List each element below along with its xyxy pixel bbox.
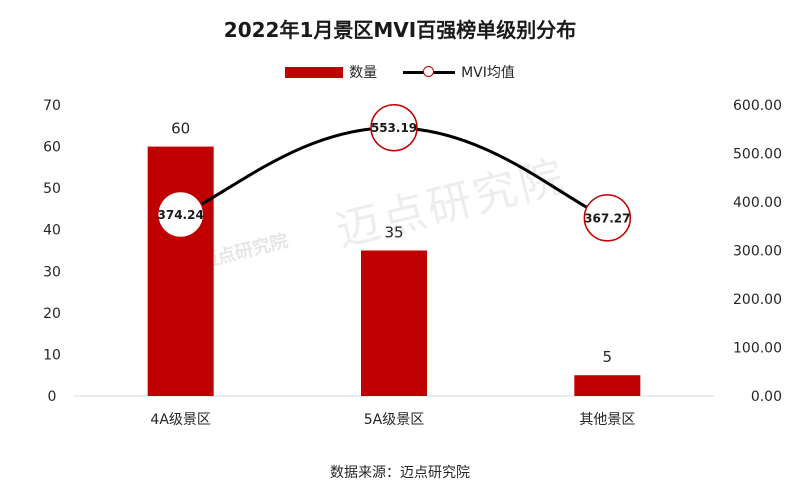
- y-right-tick-label: 500.00: [733, 147, 782, 163]
- mvi-point-marker: [370, 103, 418, 152]
- bar: [147, 146, 214, 396]
- x-tick-label: 其他景区: [579, 412, 635, 428]
- bar-data-label: 35: [384, 224, 403, 242]
- legend-label-count: 数量: [349, 65, 378, 81]
- y-left-tick-label: 70: [43, 98, 61, 114]
- x-tick-label: 4A级景区: [150, 412, 210, 428]
- mvi-point-marker: [156, 190, 205, 239]
- legend-label-mvi: MVI均值: [461, 65, 515, 81]
- bar: [361, 250, 427, 396]
- y-right-tick-label: 200.00: [733, 292, 782, 308]
- y-left-tick-label: 30: [43, 264, 61, 280]
- mvi-point-marker: [583, 194, 632, 242]
- chart-title: 2022年1月景区MVI百强榜单级别分布: [223, 18, 577, 42]
- mvi-data-label: 367.27: [584, 211, 630, 225]
- y-left-tick-label: 0: [48, 389, 57, 405]
- y-right-tick-label: 400.00: [733, 195, 782, 211]
- bar-data-label: 60: [171, 120, 190, 138]
- data-source: 数据来源：迈点研究院: [330, 465, 470, 481]
- y-left-tick-label: 20: [43, 306, 61, 322]
- y-right-tick-label: 0.00: [751, 389, 782, 405]
- y-left-tick-label: 50: [43, 181, 61, 197]
- legend-item-count[interactable]: 数量: [285, 62, 377, 82]
- y-left-tick-label: 40: [43, 223, 61, 239]
- legend-item-mvi[interactable]: MVI均值: [403, 62, 515, 82]
- legend-line-swatch: [403, 66, 456, 78]
- y-left-tick-label: 10: [43, 347, 61, 363]
- y-right-tick-label: 600.00: [733, 98, 782, 114]
- bar-data-label: 5: [603, 348, 613, 366]
- y-right-tick-label: 100.00: [733, 341, 782, 357]
- legend-bar-swatch: [285, 66, 344, 78]
- x-tick-label: 5A级景区: [364, 412, 424, 428]
- mvi-data-label: 553.19: [371, 121, 417, 135]
- y-right-tick-label: 300.00: [733, 244, 782, 260]
- chart-legend: 数量 MVI均值: [0, 62, 800, 82]
- y-left-tick-label: 60: [43, 140, 61, 156]
- mvi-data-label: 374.24: [158, 208, 204, 222]
- bar: [574, 375, 641, 396]
